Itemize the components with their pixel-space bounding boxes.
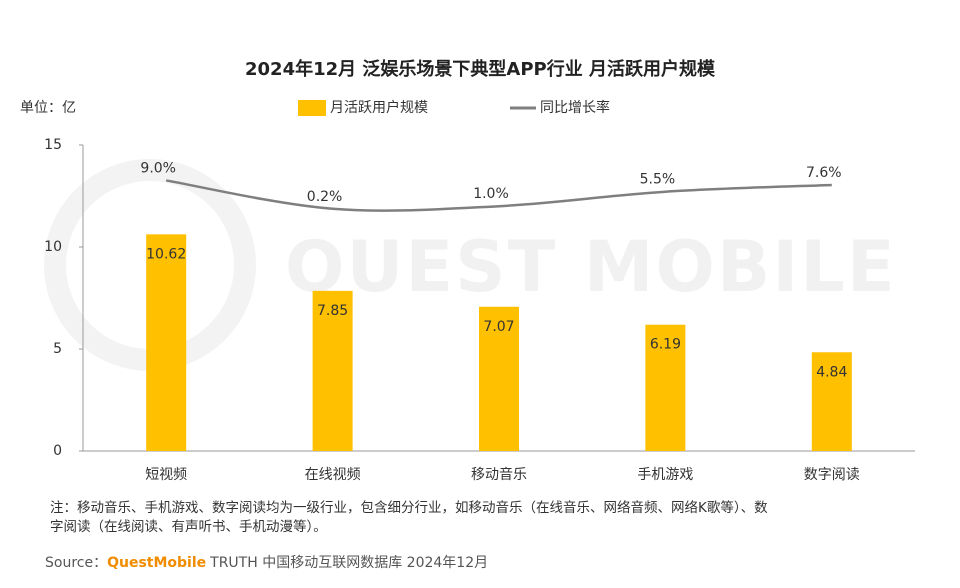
legend-label: 月活跃用户规模 (330, 99, 428, 116)
bar-value-label: 10.62 (146, 246, 186, 262)
x-tick-label: 在线视频 (305, 467, 361, 483)
chart-title: 2024年12月 泛娱乐场景下典型APP行业 月活跃用户规模 (245, 58, 716, 80)
line-value-label: 5.5% (640, 172, 676, 188)
unit-label: 单位：亿 (20, 100, 76, 116)
y-tick-label: 10 (44, 239, 62, 255)
bar (146, 234, 187, 451)
line-value-label: 9.0% (140, 160, 176, 176)
bar-value-label: 4.84 (816, 364, 847, 380)
bar (312, 290, 353, 451)
source: Source：QuestMobile TRUTH 中国移动互联网数据库 2024年… (45, 555, 488, 571)
y-tick-label: 5 (53, 341, 62, 357)
source-label: Source： (45, 555, 107, 571)
bar (479, 306, 519, 451)
footnote: 注：移动音乐、手机游戏、数字阅读均为一级行业，包含细分行业，如移动音乐（在线音乐… (50, 499, 768, 516)
line-value-label: 0.2% (307, 189, 343, 205)
x-tick-label: 短视频 (145, 467, 187, 483)
y-tick-label: 0 (53, 443, 62, 459)
source-brand: QuestMobile (107, 555, 206, 571)
line (165, 179, 832, 212)
bar-value-label: 6.19 (650, 337, 681, 353)
x-tick-label: 手机游戏 (637, 467, 693, 483)
line-value-label: 1.0% (473, 186, 509, 202)
legend-label: 同比增长率 (540, 99, 610, 116)
bar (645, 324, 686, 451)
x-tick-label: 移动音乐 (471, 466, 527, 483)
line-value-label: 7.6% (806, 165, 842, 181)
bar-value-label: 7.07 (483, 319, 514, 335)
y-tick-label: 15 (44, 137, 62, 153)
legend-swatch (298, 100, 326, 116)
watermark: QUEST MOBILE (285, 226, 897, 308)
x-tick-label: 数字阅读 (804, 466, 860, 483)
footnote: 字阅读（在线阅读、有声听书、手机动漫等）。 (50, 518, 327, 535)
bar-value-label: 7.85 (317, 303, 348, 319)
source-text: TRUTH 中国移动互联网数据库 2024年12月 (209, 555, 488, 571)
bar (811, 352, 852, 451)
